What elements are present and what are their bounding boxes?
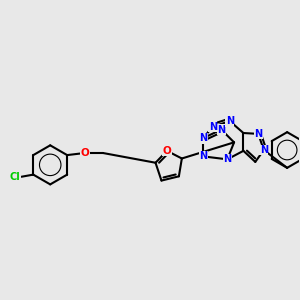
Text: N: N (199, 133, 207, 143)
Text: N: N (217, 124, 225, 135)
Text: O: O (81, 148, 89, 158)
Text: N: N (199, 152, 207, 161)
Text: N: N (209, 122, 217, 132)
Text: O: O (163, 146, 171, 156)
Text: N: N (223, 154, 231, 164)
Text: N: N (226, 116, 234, 126)
Text: N: N (254, 129, 262, 139)
Text: Cl: Cl (10, 172, 20, 182)
Text: N: N (260, 145, 268, 155)
